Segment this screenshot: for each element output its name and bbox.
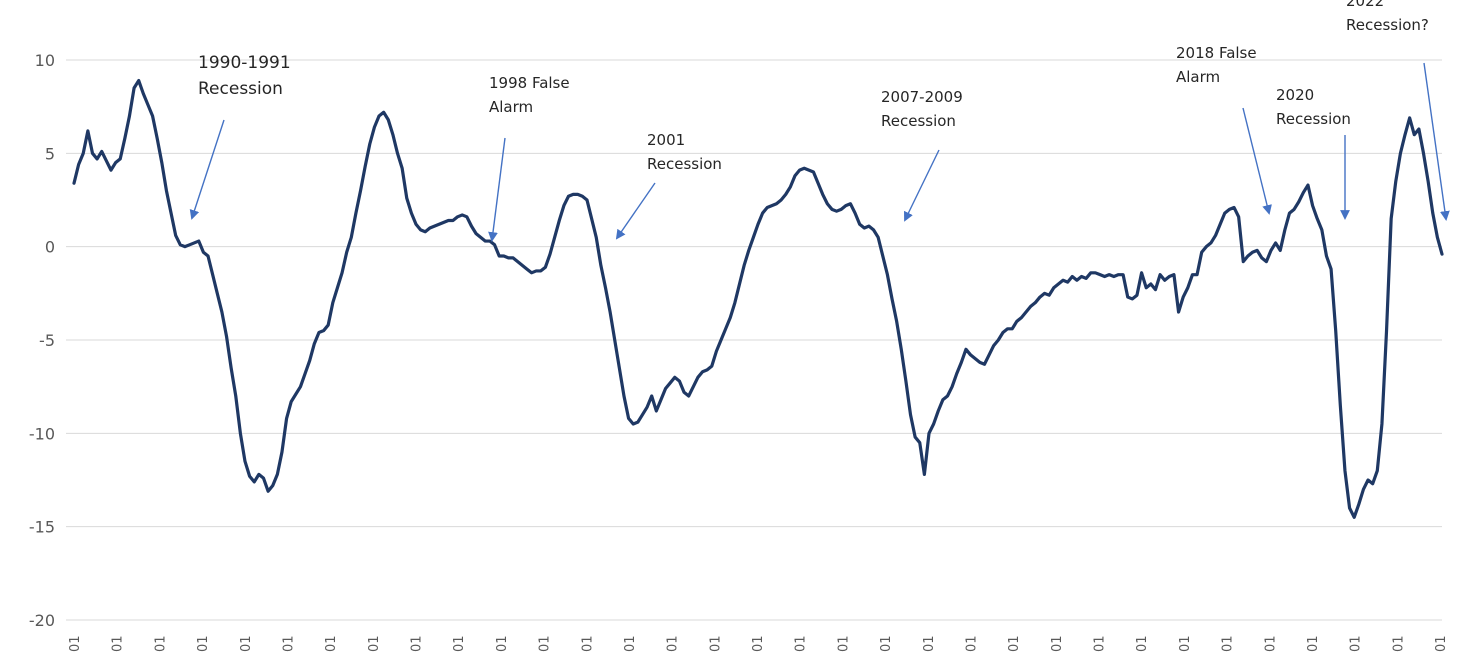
y-tick-label: -5: [39, 331, 55, 350]
annotation-label: Recession: [1276, 110, 1351, 128]
x-tick-label: 01: [623, 635, 638, 652]
x-tick-label: 01: [580, 635, 595, 652]
annotation-label: Alarm: [1176, 68, 1220, 86]
annotation-label: 1990-1991: [198, 53, 291, 73]
annotation-label: Recession: [881, 112, 956, 130]
annotation-label: 2007-2009: [881, 88, 963, 106]
x-tick-label: 01: [1306, 635, 1321, 652]
annotation-arrow: [904, 149, 940, 222]
annotation-label: 2018 False: [1176, 44, 1257, 62]
x-tick-label: 01: [452, 635, 467, 652]
x-tick-label: 01: [111, 635, 126, 652]
x-tick-label: 01: [153, 635, 168, 652]
annotation-2: 2001 Recession: [615, 131, 722, 240]
annotation-label: Recession: [198, 79, 283, 99]
x-tick-label: 01: [879, 635, 894, 652]
annotation-arrow: [189, 119, 225, 220]
x-tick-label: 01: [410, 635, 425, 652]
annotation-label: 2001: [647, 131, 685, 149]
x-tick-label: 01: [1221, 635, 1236, 652]
x-tick-label: 01: [751, 635, 766, 652]
x-tick-label: 01: [1093, 635, 1108, 652]
x-tick-label: 01: [794, 635, 809, 652]
annotation-arrow: [1423, 62, 1450, 221]
annotation-label: Alarm: [489, 98, 533, 116]
gridlines: [66, 59, 1442, 621]
annotation-arrow: [615, 182, 656, 240]
x-tick-label: 01: [922, 635, 937, 652]
x-tick-label: 01: [367, 635, 382, 652]
annotation-arrow: [488, 137, 506, 242]
x-tick-label: 01: [538, 635, 553, 652]
annotation-4: 2018 False Alarm: [1176, 44, 1272, 215]
x-axis-ticks: 01 01 01 01 01 01 01 01 01 01 01 01 01 01 01 01 01 01 01 01…: [68, 635, 1449, 652]
x-tick-label: 01: [1007, 635, 1022, 652]
annotation-label: 2020: [1276, 86, 1314, 104]
x-tick-label: 01: [324, 635, 339, 652]
x-tick-label: 01: [1135, 635, 1150, 652]
series-layer: [72, 78, 1444, 519]
y-tick-label: 5: [45, 144, 55, 163]
annotation-label: 2022: [1346, 0, 1384, 10]
x-tick-label: 01: [1434, 635, 1449, 652]
annotation-5: 2020 Recession: [1276, 86, 1351, 220]
x-tick-label: 01: [68, 635, 83, 652]
annotation-arrow: [1242, 107, 1272, 215]
annotations: 1990-1991 Recession 1998 False Alarm 2001 Rec…: [189, 0, 1450, 242]
x-tick-label: 01: [196, 635, 211, 652]
annotation-0: 1990-1991 Recession: [189, 53, 291, 220]
x-tick-label: 01: [281, 635, 296, 652]
series-line: [72, 78, 1444, 519]
y-tick-label: 0: [45, 238, 55, 257]
x-tick-label: 01: [708, 635, 723, 652]
annotation-3: 2007-2009 Recession: [881, 88, 963, 222]
x-tick-label: 01: [666, 635, 681, 652]
x-tick-label: 01: [495, 635, 510, 652]
x-tick-label: 01: [1391, 635, 1406, 652]
annotation-label: 1998 False: [489, 74, 570, 92]
annotation-6: 2022 Recession?: [1346, 0, 1450, 221]
y-tick-label: -15: [29, 518, 55, 537]
x-tick-label: 01: [1178, 635, 1193, 652]
annotation-1: 1998 False Alarm: [488, 74, 570, 242]
y-axis-ticks: 10 5 0 -5 -10 -15 -20: [29, 51, 55, 630]
y-tick-label: -10: [29, 424, 55, 443]
annotation-label: Recession?: [1346, 16, 1429, 34]
x-tick-label: 01: [1349, 635, 1364, 652]
x-tick-label: 01: [836, 635, 851, 652]
annotation-label: Recession: [647, 155, 722, 173]
y-tick-label: -20: [29, 611, 55, 630]
x-tick-label: 01: [239, 635, 254, 652]
x-tick-label: 01: [1050, 635, 1065, 652]
y-tick-label: 10: [35, 51, 55, 70]
x-tick-label: 01: [964, 635, 979, 652]
x-tick-label: 01: [1263, 635, 1278, 652]
